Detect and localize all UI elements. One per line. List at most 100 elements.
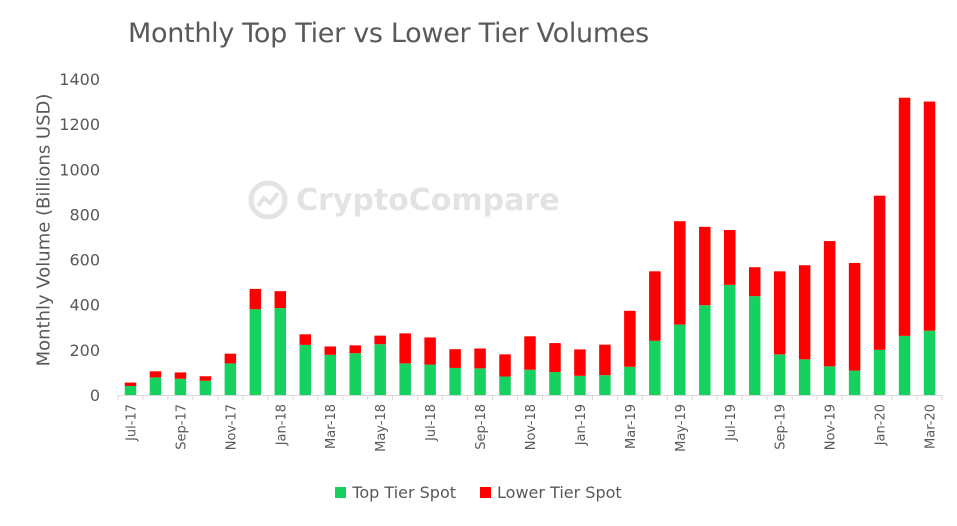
- bar-top-tier: [674, 324, 686, 395]
- cryptocompare-logo-icon: [248, 180, 288, 220]
- x-tick-label: Jan-20: [874, 404, 889, 446]
- bar-top-tier: [399, 363, 411, 395]
- bar-top-tier: [349, 353, 361, 395]
- bar-lower-tier: [424, 337, 436, 365]
- bar-lower-tier: [748, 267, 761, 297]
- chart-title: Monthly Top Tier vs Lower Tier Volumes: [128, 18, 649, 49]
- bar-top-tier: [374, 344, 386, 395]
- bar-lower-tier: [224, 353, 237, 364]
- x-tick-label: Nov-18: [524, 404, 539, 450]
- bar-lower-tier: [873, 195, 886, 350]
- bar-lower-tier: [199, 376, 212, 381]
- bar-top-tier: [599, 375, 611, 395]
- bar-lower-tier: [574, 349, 586, 376]
- bar-lower-tier: [274, 291, 287, 309]
- x-tick-label: Jan-19: [574, 404, 589, 446]
- bar-lower-tier: [724, 230, 736, 285]
- legend-item-lower-tier: Lower Tier Spot: [480, 483, 622, 502]
- bar-lower-tier: [149, 371, 162, 378]
- bar-top-tier: [798, 359, 811, 395]
- bar-lower-tier: [823, 241, 836, 367]
- bar-lower-tier: [798, 265, 811, 360]
- bar-lower-tier: [773, 271, 786, 355]
- bar-top-tier: [299, 344, 312, 395]
- bar-lower-tier: [474, 348, 486, 369]
- watermark: CryptoCompare: [248, 180, 560, 220]
- legend-swatch-lower-tier: [480, 487, 492, 498]
- bar-top-tier: [124, 385, 137, 395]
- bar-lower-tier: [549, 343, 561, 372]
- x-tick-label: Jul-18: [424, 404, 439, 442]
- bar-lower-tier: [699, 226, 711, 306]
- bar-top-tier: [174, 378, 187, 395]
- bar-top-tier: [424, 364, 436, 395]
- bar-top-tier: [649, 340, 661, 395]
- x-tick-label: Sep-17: [174, 404, 189, 450]
- bar-top-tier: [474, 368, 486, 395]
- bar-top-tier: [199, 380, 212, 395]
- bar-top-tier: [574, 375, 586, 395]
- legend-label-top-tier: Top Tier Spot: [352, 483, 457, 502]
- bar-top-tier: [823, 366, 836, 395]
- x-tick-label: Sep-18: [474, 404, 489, 450]
- y-tick-label: 400: [69, 296, 100, 315]
- bar-lower-tier: [674, 221, 686, 325]
- bar-top-tier: [848, 370, 861, 395]
- x-tick-label: Mar-19: [624, 404, 639, 449]
- x-tick-label: Mar-20: [924, 404, 939, 449]
- bar-lower-tier: [524, 336, 536, 370]
- y-tick-label: 1400: [59, 70, 100, 89]
- bar-lower-tier: [649, 271, 661, 341]
- x-tick-label: Mar-18: [324, 404, 339, 449]
- y-tick-label: 600: [69, 251, 100, 270]
- y-tick-label: 1000: [59, 160, 100, 179]
- legend-swatch-top-tier: [335, 487, 347, 498]
- bar-top-tier: [624, 366, 636, 395]
- bar-top-tier: [549, 371, 561, 395]
- bar-top-tier: [499, 376, 511, 395]
- bar-lower-tier: [848, 262, 861, 371]
- x-tick-label: Jul-17: [124, 404, 139, 442]
- bar-top-tier: [524, 369, 536, 395]
- bar-top-tier: [699, 305, 711, 395]
- bar-lower-tier: [349, 345, 361, 354]
- bar-top-tier: [274, 308, 287, 395]
- bar-top-tier: [873, 349, 886, 395]
- bar-lower-tier: [449, 349, 461, 368]
- watermark-text: CryptoCompare: [296, 182, 560, 218]
- bar-top-tier: [449, 367, 461, 395]
- bar-top-tier: [724, 284, 736, 395]
- bar-top-tier: [923, 330, 936, 395]
- bar-lower-tier: [299, 334, 312, 345]
- y-tick-label: 0: [90, 386, 100, 405]
- bar-lower-tier: [599, 344, 611, 376]
- x-tick-label: Jul-19: [724, 404, 739, 442]
- x-tick-label: May-18: [374, 404, 389, 452]
- x-tick-label: Nov-19: [824, 404, 839, 450]
- bar-top-tier: [324, 354, 336, 395]
- bar-top-tier: [773, 354, 786, 395]
- bar-lower-tier: [923, 101, 936, 331]
- bar-lower-tier: [624, 310, 636, 367]
- legend-item-top-tier: Top Tier Spot: [335, 483, 456, 502]
- bar-top-tier: [224, 363, 237, 395]
- bar-lower-tier: [324, 346, 336, 355]
- bar-lower-tier: [374, 335, 386, 345]
- y-tick-label: 200: [69, 341, 100, 360]
- bar-lower-tier: [898, 97, 911, 336]
- x-tick-label: Nov-17: [224, 404, 239, 450]
- bar-top-tier: [149, 377, 162, 395]
- x-tick-label: Jan-18: [274, 404, 289, 446]
- bar-top-tier: [748, 296, 761, 395]
- bar-lower-tier: [174, 372, 187, 379]
- bar-lower-tier: [499, 354, 511, 377]
- bar-lower-tier: [399, 333, 411, 364]
- legend: Top Tier Spot Lower Tier Spot: [0, 483, 957, 502]
- y-tick-label: 800: [69, 205, 100, 224]
- y-tick-label: 1200: [59, 115, 100, 134]
- x-tick-label: May-19: [674, 404, 689, 452]
- bar-top-tier: [898, 335, 911, 395]
- legend-label-lower-tier: Lower Tier Spot: [497, 483, 622, 502]
- x-tick-label: Sep-19: [774, 404, 789, 450]
